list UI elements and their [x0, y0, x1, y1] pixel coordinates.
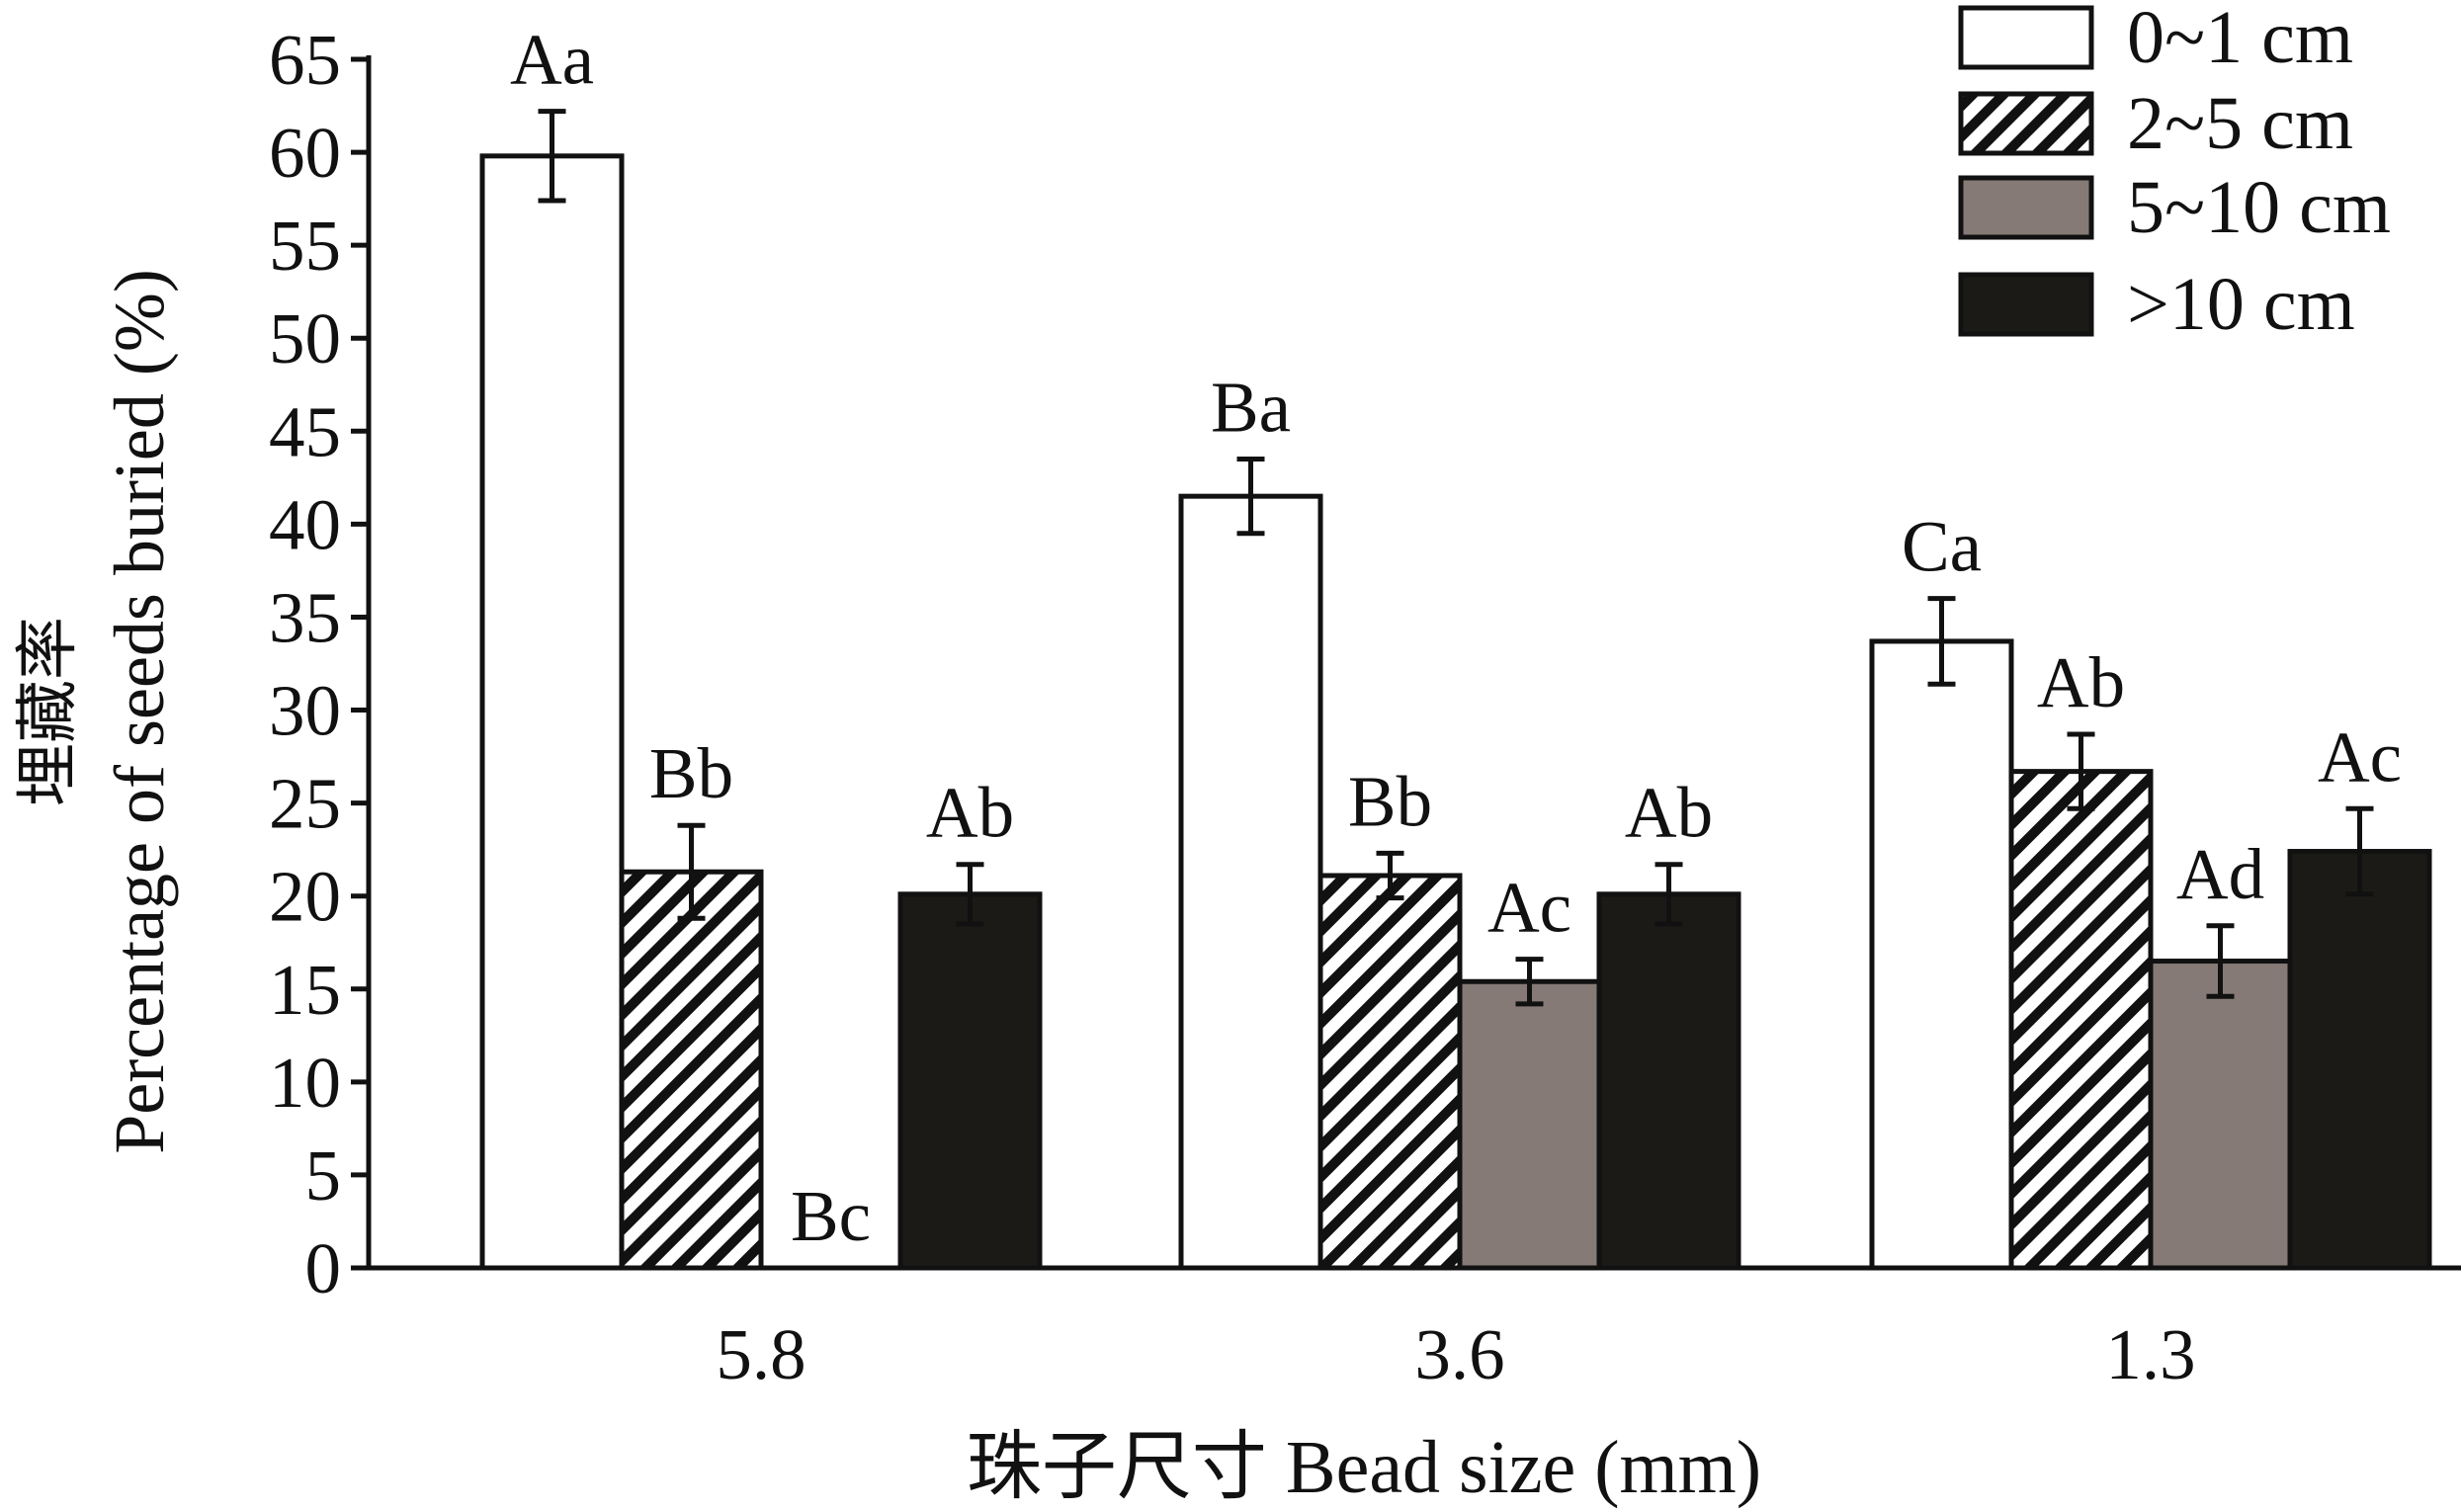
bar: [619, 869, 764, 1271]
significance-label: Ad: [2176, 834, 2264, 914]
significance-label: Ab: [1625, 773, 1713, 853]
legend-swatch: [1958, 5, 2094, 70]
y-tick-label: 50: [269, 298, 341, 378]
y-tick-label: 5: [305, 1135, 342, 1216]
legend-swatch: [1958, 91, 2094, 156]
x-axis-label: 珠子尺寸 Bead size (mm): [967, 1426, 1761, 1509]
y-tick-label: 25: [269, 764, 341, 844]
significance-label: Bb: [649, 733, 733, 813]
bar: [897, 891, 1043, 1271]
y-tick-label: 30: [269, 671, 341, 751]
x-tick-label: 3.6: [1414, 1314, 1504, 1394]
significance-label: Bb: [1348, 761, 1432, 841]
y-tick-label: 15: [269, 950, 341, 1030]
bar: [1869, 638, 2014, 1271]
legend-label: 0~1 cm: [2127, 0, 2353, 79]
legend-label: 2~5 cm: [2127, 82, 2353, 165]
bar: [479, 153, 625, 1271]
bar: [2287, 849, 2432, 1271]
y-tick-label: 60: [269, 113, 341, 193]
y-tick-label: 45: [269, 391, 341, 471]
y-tick-label: 65: [269, 20, 341, 100]
significance-label: Ab: [926, 773, 1014, 853]
bar: [1178, 493, 1323, 1271]
y-tick-label: 0: [305, 1228, 342, 1308]
significance-label: Ca: [1902, 507, 1982, 587]
significance-label: Ac: [2318, 716, 2402, 797]
legend-swatch: [1958, 272, 2094, 337]
y-tick-label: 20: [269, 857, 341, 937]
y-tick-label: 35: [269, 577, 341, 657]
significance-label: Aa: [510, 20, 594, 100]
significance-label: Ab: [2037, 642, 2125, 722]
significance-label: Ac: [1487, 868, 1571, 948]
bar: [1457, 978, 1602, 1271]
y-axis-label: Percentage of seeds buried (%): [100, 269, 179, 1154]
y-tick-label: 40: [269, 484, 341, 564]
y-tick-label: 55: [269, 206, 341, 286]
y-tick-label: 10: [269, 1043, 341, 1123]
legend-swatch: [1958, 175, 2094, 240]
legend-label: >10 cm: [2127, 263, 2355, 346]
significance-label: Ba: [1211, 368, 1291, 448]
x-tick-label: 5.8: [716, 1314, 806, 1394]
y-axis-label-cn: 埋藏率: [13, 617, 83, 806]
bar: [1317, 873, 1463, 1271]
significance-label: Bc: [791, 1176, 871, 1256]
x-tick-label: 1.3: [2105, 1314, 2195, 1394]
bar: [2148, 959, 2293, 1271]
bar: [2008, 769, 2154, 1271]
legend-label: 5~10 cm: [2127, 166, 2391, 249]
bar: [1596, 891, 1741, 1271]
